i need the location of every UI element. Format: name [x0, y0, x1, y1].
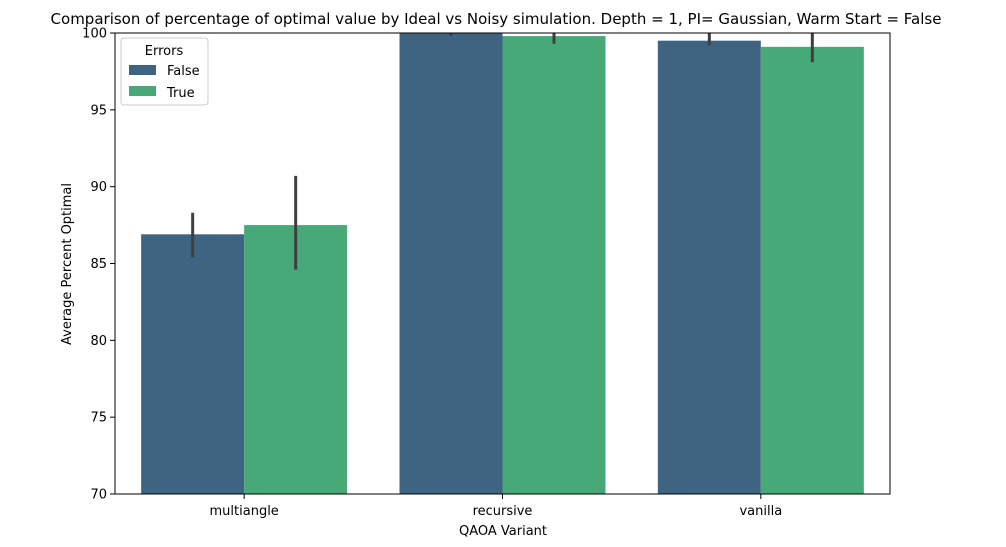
y-tick-label-85: 85: [90, 257, 107, 272]
legend-title: Errors: [145, 44, 184, 59]
chart-title: Comparison of percentage of optimal valu…: [51, 10, 942, 28]
error-bars-group: [191, 33, 814, 270]
legend-swatch-false: [129, 65, 156, 75]
legend-label-false: False: [167, 64, 200, 79]
bar-vanilla-true: [760, 46, 864, 494]
legend-label-true: True: [166, 86, 195, 101]
x-tick-label-vanilla: vanilla: [739, 504, 782, 519]
y-tick-label-95: 95: [90, 103, 107, 118]
y-tick-label-100: 100: [82, 27, 107, 42]
axes-group: multiangle recursive vanilla 70 75 80 85 90 95 10…: [82, 27, 891, 519]
y-tick-label-75: 75: [90, 411, 107, 426]
x-axis-label: QAOA Variant: [459, 524, 547, 539]
bars-group: [141, 33, 864, 495]
legend: Errors False True: [120, 37, 209, 106]
bar-recursive-true: [502, 36, 606, 494]
x-tick-label-multiangle: multiangle: [210, 504, 279, 519]
x-tick-label-recursive: recursive: [473, 504, 533, 519]
legend-swatch-true: [129, 86, 156, 96]
bar-recursive-false: [399, 33, 503, 494]
bar-multiangle-false: [141, 234, 245, 494]
axes-frame: [114, 32, 891, 495]
bar-multiangle-true: [244, 225, 348, 495]
y-tick-label-80: 80: [90, 334, 107, 349]
y-axis-label: Average Percent Optimal: [60, 183, 75, 345]
y-tick-label-70: 70: [90, 488, 107, 503]
y-tick-label-90: 90: [90, 180, 107, 195]
bar-vanilla-false: [657, 40, 761, 494]
